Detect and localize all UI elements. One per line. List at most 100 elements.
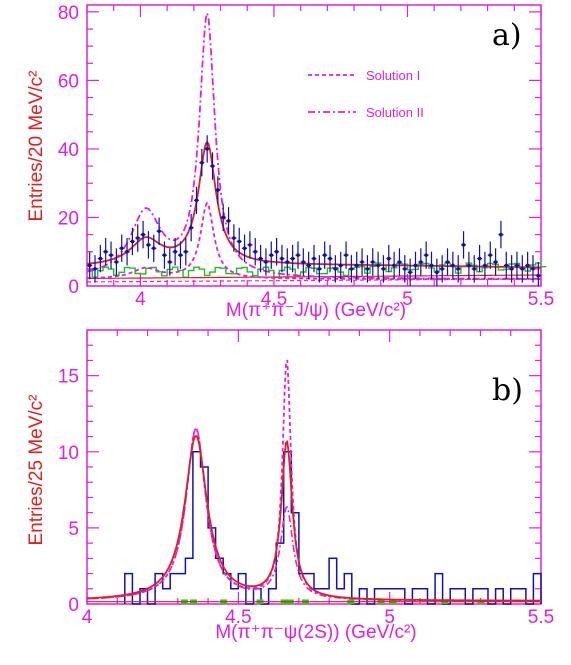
data-point — [488, 253, 493, 257]
x-tick-label: 4 — [82, 607, 93, 628]
data-point — [109, 253, 113, 257]
data-point — [472, 267, 477, 271]
data-point — [370, 260, 375, 264]
data-point — [483, 263, 487, 268]
data-point — [424, 253, 428, 257]
data-point — [536, 273, 541, 278]
data-point — [184, 249, 188, 254]
data-point — [515, 263, 519, 268]
data-point — [296, 253, 300, 257]
data-point — [365, 267, 370, 271]
data-point — [285, 260, 290, 264]
data-point — [232, 236, 236, 240]
data-point — [376, 263, 380, 268]
data-point — [499, 232, 503, 237]
data-point — [408, 270, 412, 275]
y-tick-label: 40 — [58, 140, 79, 161]
data-point — [280, 256, 284, 261]
data-point — [226, 219, 231, 223]
data-point — [344, 253, 348, 257]
data-point — [435, 270, 439, 275]
data-point — [525, 263, 530, 268]
data-point — [157, 229, 161, 233]
data-point — [493, 260, 498, 264]
data-point — [306, 263, 311, 268]
data-point — [354, 263, 359, 268]
data-point — [312, 256, 316, 261]
data-point — [205, 147, 209, 151]
legend-entry: Solution I — [366, 68, 420, 83]
data-point — [301, 260, 306, 264]
data-point — [269, 253, 274, 257]
panel-a: 4 4.5 5 5.5 0 20 40 60 80 M(π⁺π⁻J/ψ) (GeV/c²) Entr… — [26, 3, 554, 321]
data-point — [461, 243, 466, 247]
background-histogram — [87, 262, 547, 279]
data-point — [151, 246, 156, 251]
data-point — [456, 267, 461, 271]
data-point — [392, 263, 396, 268]
x-tick-label: 5 — [384, 607, 395, 628]
data-point — [248, 243, 252, 247]
x-tick-label: 4.5 — [225, 607, 251, 628]
data-point — [509, 267, 514, 271]
data-point — [290, 256, 295, 261]
data-point — [440, 267, 444, 271]
data-point — [397, 260, 402, 264]
x-tick-label: 4.5 — [261, 289, 287, 310]
y-axis-label: Entries/20 MeV/c² — [26, 71, 47, 222]
y-tick-label: 10 — [58, 443, 79, 464]
solution-i-curve — [86, 359, 541, 602]
x-tick-label: 5 — [402, 289, 413, 310]
y-tick-label: 0 — [68, 277, 79, 298]
data-point — [237, 239, 242, 244]
data-point — [135, 236, 140, 240]
y-tick-label: 80 — [58, 3, 79, 24]
fit-curve — [86, 434, 541, 602]
solution-ii-curve — [86, 9, 541, 280]
data-point — [242, 246, 247, 251]
data-point — [531, 267, 535, 271]
data-point — [210, 164, 215, 168]
data-point — [381, 267, 386, 271]
data-point — [93, 267, 97, 271]
data-point — [87, 263, 92, 268]
background-solution-line — [87, 278, 541, 283]
data-point — [477, 256, 482, 261]
data-point — [274, 249, 279, 254]
x-tick-label: 4 — [135, 289, 146, 310]
y-tick-label: 5 — [68, 519, 79, 540]
data-point — [419, 260, 423, 264]
x-axis-label: M(π⁺π⁻ψ(2S)) (GeV/c²) — [215, 622, 416, 643]
data-point — [360, 260, 364, 264]
data-point — [349, 267, 354, 271]
data-point — [194, 198, 199, 203]
data-point — [146, 243, 151, 247]
data-point — [98, 256, 103, 261]
data-point — [386, 256, 391, 261]
data-point — [322, 253, 327, 257]
legend-entry: Solution II — [366, 105, 424, 120]
plot-frame — [86, 329, 542, 605]
data-point — [173, 249, 177, 254]
y-axis-label: Entries/25 MeV/c² — [26, 395, 47, 546]
data-point — [125, 249, 129, 254]
data-point — [413, 263, 418, 268]
data-point — [221, 215, 225, 220]
x-tick-label: 5.5 — [528, 607, 554, 628]
data-point — [467, 263, 471, 268]
data-point — [403, 267, 407, 271]
y-tick-label: 15 — [58, 367, 79, 388]
y-tick-label: 20 — [58, 208, 79, 229]
data-point — [178, 253, 183, 257]
data-point — [141, 232, 145, 237]
data-point — [162, 253, 167, 257]
solution-i-curve — [87, 201, 541, 280]
signal-histogram — [124, 451, 542, 605]
data-point — [200, 160, 204, 165]
data-point — [328, 256, 332, 261]
data-point — [451, 263, 455, 268]
data-point — [216, 188, 220, 192]
panel-label: a) — [492, 18, 522, 53]
data-point — [103, 249, 108, 254]
